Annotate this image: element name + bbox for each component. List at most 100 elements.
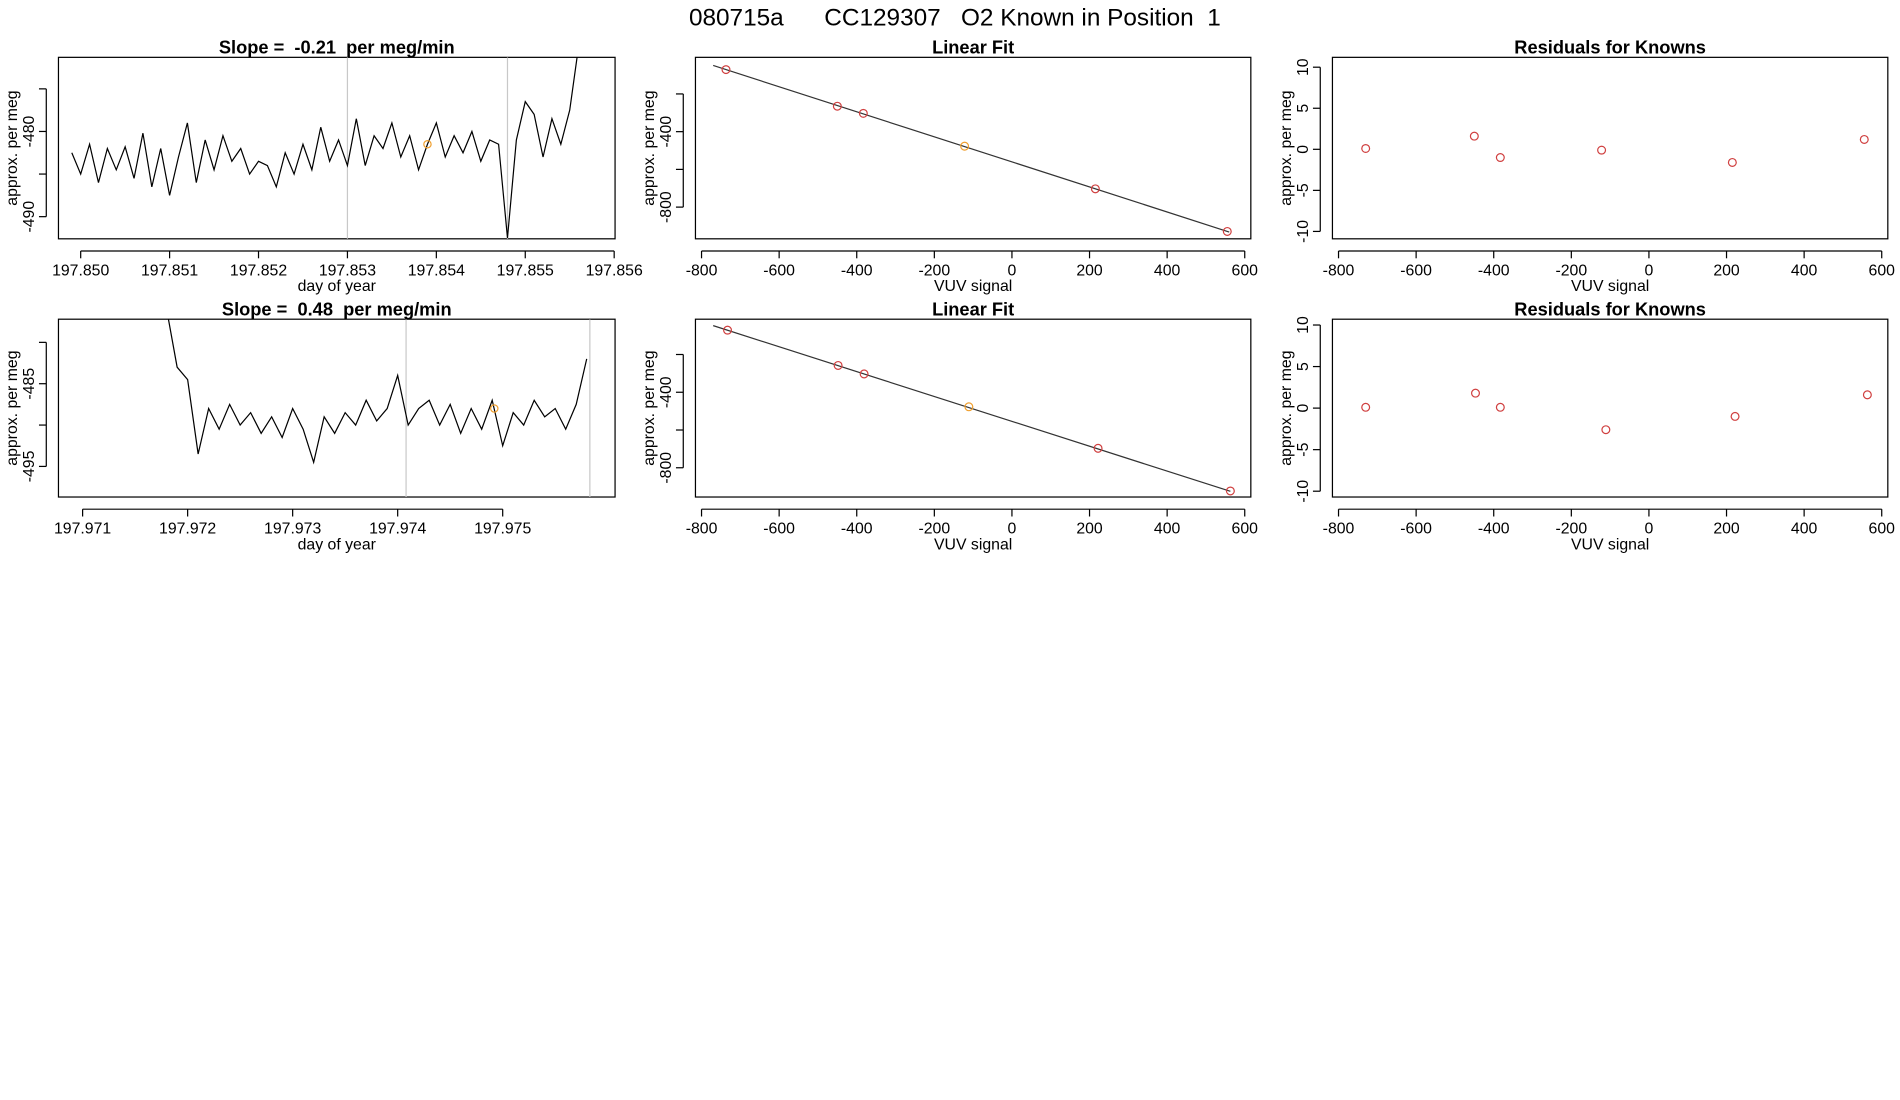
y-axis-label: approx. per meg [641, 90, 658, 205]
x-tick-label: 400 [1791, 521, 1818, 538]
x-tick-label: 400 [1791, 262, 1818, 279]
x-tick-label: 0 [1645, 521, 1654, 538]
x-tick-label: -200 [918, 521, 950, 538]
y-tick-label: 0 [1295, 145, 1312, 154]
x-tick-label: 200 [1713, 521, 1740, 538]
x-tick-label: 197.973 [264, 521, 321, 538]
x-tick-label: -400 [1478, 262, 1510, 279]
x-axis-label: VUV signal [934, 536, 1012, 553]
point [1470, 388, 1480, 398]
panel: Slope = 0.48 per meg/min day of year appro… [4, 299, 616, 553]
x-tick-label: -800 [686, 521, 718, 538]
x-tick-label: 197.856 [586, 262, 643, 279]
y-axis-label: approx. per meg [641, 350, 658, 465]
point [1597, 145, 1607, 155]
x-tick-label: -400 [841, 262, 873, 279]
y-tick-label: -10 [1295, 480, 1312, 503]
plot-area [712, 325, 1235, 496]
point [1361, 143, 1371, 153]
x-tick-label: 197.972 [159, 521, 216, 538]
panel: Slope = -0.21 per meg/min day of year appr… [4, 37, 643, 295]
y-tick-label: 10 [1295, 58, 1312, 76]
y-axis-label: approx. per meg [4, 350, 21, 465]
x-axis-label: VUV signal [934, 278, 1012, 295]
y-tick-label: -800 [658, 191, 675, 223]
x-axis-label: VUV signal [1571, 278, 1649, 295]
y-tick-label: -5 [1295, 442, 1312, 456]
x-tick-label: 400 [1154, 521, 1181, 538]
point [858, 108, 868, 118]
panel: Residuals for Knowns VUV signal approx. pe… [1278, 37, 1895, 295]
plot-frame [57, 318, 616, 498]
x-tick-label: -800 [1323, 262, 1355, 279]
x-tick-label: 197.852 [230, 262, 287, 279]
point [723, 325, 733, 335]
x-tick-label: 600 [1232, 521, 1259, 538]
plot-frame [1331, 318, 1889, 498]
x-tick-label: -600 [1400, 262, 1432, 279]
x-axis-label: VUV signal [1571, 536, 1649, 553]
y-tick-label: 5 [1295, 104, 1312, 113]
x-tick-label: -800 [1323, 521, 1355, 538]
x-tick-label: -200 [918, 262, 950, 279]
plot-area [1361, 131, 1869, 167]
x-tick-label: 197.971 [54, 521, 111, 538]
y-tick-label: 10 [1295, 316, 1312, 334]
y-tick-label: -495 [21, 450, 38, 482]
figure-title: 080715a CC129307 O2 Known in Position 1 [689, 5, 1221, 32]
point [960, 141, 970, 151]
x-tick-label: 200 [1076, 262, 1103, 279]
fit-line [712, 325, 1231, 492]
y-tick-label: -490 [21, 201, 38, 233]
x-tick-label: 197.851 [141, 262, 198, 279]
panel: Residuals for Knowns VUV signal approx. pe… [1278, 299, 1895, 554]
point [859, 369, 869, 379]
point [832, 101, 842, 111]
y-axis-label: approx. per meg [4, 90, 21, 205]
plot-area [712, 64, 1232, 236]
fit-line [712, 64, 1230, 233]
y-tick-label: -400 [658, 376, 675, 408]
x-tick-label: -200 [1555, 262, 1587, 279]
x-tick-label: 197.974 [369, 521, 426, 538]
x-tick-label: -400 [841, 521, 873, 538]
panel-title: Slope = -0.21 per meg/min [219, 37, 455, 58]
point [1495, 402, 1505, 412]
x-tick-label: -400 [1478, 521, 1510, 538]
point [1859, 134, 1869, 144]
x-tick-label: 0 [1008, 262, 1017, 279]
plot-area [71, 57, 578, 239]
panel-title: Slope = 0.48 per meg/min [222, 299, 452, 320]
point [1093, 443, 1103, 453]
point [721, 65, 731, 75]
point [1225, 486, 1235, 496]
y-tick-label: -800 [658, 452, 675, 484]
x-tick-label: 600 [1869, 521, 1896, 538]
x-tick-label: -600 [1400, 521, 1432, 538]
y-tick-label: -485 [21, 368, 38, 400]
point [1090, 184, 1100, 194]
x-axis-label: day of year [298, 536, 377, 553]
plot-frame [694, 318, 1252, 498]
point [1495, 153, 1505, 163]
highlight-marker [490, 404, 499, 413]
x-tick-label: 200 [1713, 262, 1740, 279]
x-tick-label: 197.855 [497, 262, 554, 279]
point [1601, 425, 1611, 435]
series-line [71, 57, 578, 239]
plot-frame [57, 56, 616, 240]
plot-frame [1331, 56, 1889, 240]
point [1730, 411, 1740, 421]
series-line [167, 319, 588, 465]
y-tick-label: -480 [21, 115, 38, 147]
x-tick-label: -600 [763, 521, 795, 538]
x-tick-label: 197.853 [319, 262, 376, 279]
x-tick-label: -600 [763, 262, 795, 279]
x-tick-label: 0 [1008, 521, 1017, 538]
x-axis-label: day of year [298, 278, 377, 295]
x-tick-label: -200 [1555, 521, 1587, 538]
